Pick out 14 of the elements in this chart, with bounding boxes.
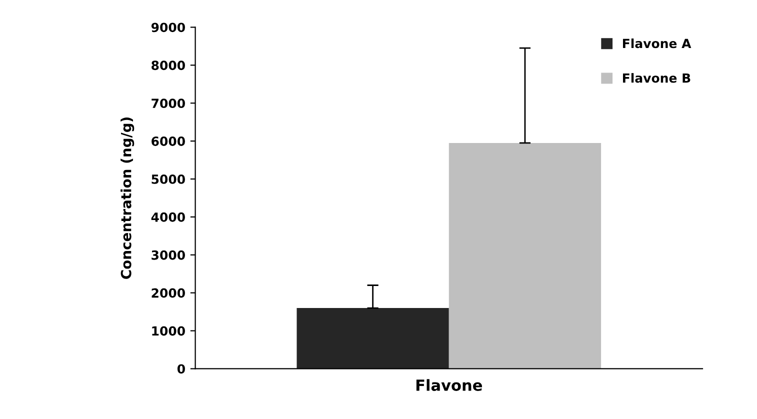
legend-label: Flavone A: [622, 38, 692, 48]
y-tick-label: 0: [177, 364, 185, 374]
y-axis-title: Concentration (ng/g): [120, 118, 134, 279]
y-tick-label: 3000: [152, 250, 185, 260]
y-tick-label: 2000: [152, 288, 185, 298]
y-tick-label: 1000: [152, 326, 185, 336]
legend-label: Flavone B: [622, 73, 690, 83]
y-tick-label: 8000: [152, 60, 185, 70]
y-tick-label: 5000: [152, 174, 185, 184]
x-axis-title: Flavone: [416, 379, 482, 391]
y-tick-label: 7000: [152, 98, 185, 108]
y-tick-label: 9000: [151, 22, 185, 32]
y-tick-label: 4000: [151, 212, 185, 222]
y-tick-label: 6000: [152, 136, 185, 146]
